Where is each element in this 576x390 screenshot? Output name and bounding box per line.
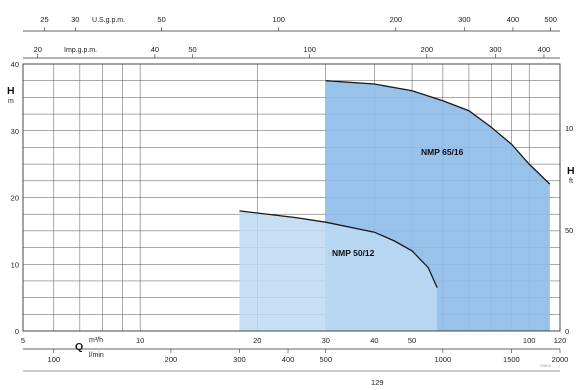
top-tick-label-impgpm: 400 — [538, 45, 551, 54]
y-tick-label-right: 10 — [565, 124, 573, 133]
top-axis-unit-impgpm: Imp.g.p.m. — [64, 47, 97, 54]
top-tick-label-impgpm: 300 — [489, 45, 502, 54]
top-tick-label-usgpm: 200 — [390, 15, 403, 24]
top-tick-label-impgpm: 200 — [421, 45, 434, 54]
x-axis-title: Q — [75, 341, 83, 353]
top-axis-unit-usgpm: U.S.g.p.m. — [92, 17, 125, 24]
x-tick-label-m3h: 100 — [523, 336, 536, 345]
x-axis-unit-m3h: m³/h — [89, 337, 103, 344]
top-tick-label-impgpm: 40 — [151, 45, 159, 54]
x-tick-label-lmin: 1500 — [503, 355, 520, 364]
y-tick-label: 20 — [11, 194, 19, 203]
x-tick-label-lmin: 300 — [233, 355, 246, 364]
x-tick-label-lmin: 2000 — [552, 355, 569, 364]
x-tick-label-m3h: 5 — [21, 336, 25, 345]
top-tick-label-usgpm: 100 — [272, 15, 285, 24]
top-tick-label-usgpm: 500 — [544, 15, 557, 24]
x-axis-unit-lmin: l/min — [89, 352, 104, 359]
x-tick-label-lmin: 200 — [165, 355, 178, 364]
top-tick-label-impgpm: 100 — [303, 45, 316, 54]
y-axis-title-left: H — [7, 85, 15, 97]
series-label-nmp-65-16: NMP 65/16 — [421, 147, 464, 157]
x-tick-label-m3h: 30 — [322, 336, 330, 345]
x-tick-label-m3h: 10 — [136, 336, 144, 345]
top-tick-label-usgpm: 300 — [458, 15, 471, 24]
series-label-nmp-50-12: NMP 50/12 — [332, 248, 375, 258]
x-tick-label-m3h: 40 — [370, 336, 378, 345]
x-tick-label-m3h: 50 — [408, 336, 416, 345]
top-tick-label-usgpm: 30 — [71, 15, 79, 24]
y-tick-label: 40 — [11, 60, 19, 69]
y-tick-label: 10 — [11, 260, 19, 269]
y-tick-label: 0 — [15, 327, 19, 336]
top-tick-label-usgpm: 25 — [40, 15, 48, 24]
plot-frame — [22, 63, 561, 332]
footnote: 0585.6 — [540, 364, 551, 368]
x-tick-label-m3h: 120 — [554, 336, 567, 345]
y-axis-unit-right: ft — [569, 178, 573, 185]
series-areas: NMP 65/16 NMP 50/12 — [239, 80, 551, 331]
series-curve-0 — [325, 80, 551, 185]
top-tick-label-usgpm: 400 — [507, 15, 520, 24]
y-axis-unit-left: m — [8, 98, 14, 105]
y-tick-label-right: 0 — [565, 327, 569, 336]
series-area-1 — [239, 210, 438, 331]
top-tick-label-impgpm: 50 — [188, 45, 196, 54]
y-axis-title-right: H — [567, 165, 575, 177]
top-tick-label-usgpm: 50 — [157, 15, 165, 24]
y-tick-label: 30 — [11, 127, 19, 136]
x-tick-label-m3h: 20 — [253, 336, 261, 345]
x-tick-label-lmin: 1000 — [435, 355, 452, 364]
x-tick-label-lmin: 500 — [319, 355, 332, 364]
series-curve-1 — [239, 210, 438, 288]
y-tick-label-right: 50 — [565, 226, 573, 235]
page-number: 129 — [371, 378, 384, 387]
x-tick-label-lmin: 400 — [282, 355, 295, 364]
x-tick-label-lmin: 100 — [48, 355, 61, 364]
top-tick-label-impgpm: 20 — [34, 45, 42, 54]
